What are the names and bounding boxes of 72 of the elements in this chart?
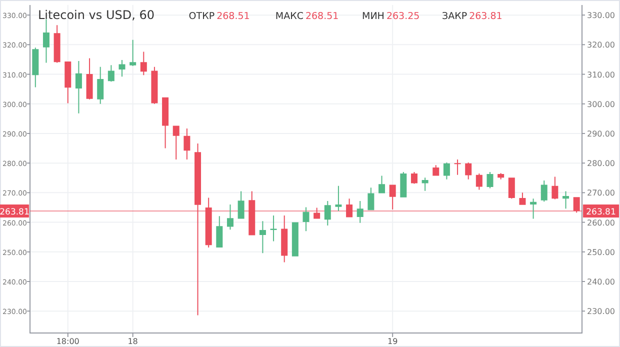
y2-tick-label: 330.00 [587,11,615,20]
candlestick [476,173,482,190]
y2-tick-label: 280.00 [587,159,615,168]
candlestick [248,191,256,236]
y2-tick-label: 320.00 [587,40,615,50]
y2-tick-label: 310.00 [587,70,615,80]
candlestick [400,172,407,198]
candlestick [64,62,72,104]
candlestick [140,52,147,76]
candlestick [498,173,504,180]
candlestick [346,198,353,218]
annotation: ЗАКР 263.81 [442,11,502,22]
candlestick [226,204,234,230]
candlestick [281,215,288,262]
candlestick [410,172,418,184]
annotation: МИН 263.25 [362,11,420,22]
candlestick [432,165,440,176]
candlestick [389,184,396,210]
x-tick-label: 18 [128,337,138,346]
candlestick [151,66,158,104]
annotation: ОТКР 268.51 [188,11,250,22]
y2-tick-label: 300.00 [587,100,615,109]
candlestick [259,221,266,254]
candlestick [184,128,190,160]
candlestick [540,180,548,202]
candlestick [562,191,570,209]
candlestick [118,60,126,77]
candlestick [335,186,342,212]
candlestick [42,19,50,63]
candlestick [86,58,93,100]
candlestick [97,66,104,104]
candlestick [356,200,364,223]
candlestick [108,65,114,82]
candlestick [270,215,277,242]
candlestick [32,48,39,88]
candlestick [130,40,136,66]
y2-tick-label: 290.00 [587,129,615,138]
candlestick [552,176,558,200]
ref-line-label: 263.81 [0,208,30,218]
chart-title: Litecoin vs USD, 60 [38,8,155,22]
candlestick [75,60,82,114]
candlestick [486,172,494,188]
x-tick-label: 19 [387,337,398,346]
y2-tick-label: 250.00 [587,248,615,257]
y2-tick-label: 260.00 [587,218,615,228]
candlestick [238,191,244,219]
candlestick [519,192,526,205]
text: 263.81 [586,208,616,218]
candlestick [205,198,212,248]
x-tick-label: 18:00 [56,337,80,346]
candlestick [368,188,374,210]
candlestick [54,25,60,63]
candlestick [314,208,320,219]
candlestick [194,144,202,316]
candlestick [162,97,169,148]
candlestick [172,126,180,160]
candlestick [302,207,310,232]
candlestick [216,216,223,248]
y2-tick-label: 270.00 [587,188,615,198]
candlestick [324,200,331,226]
candlestick [465,162,472,180]
candlestick [378,176,386,194]
candlestick [573,197,580,213]
candlestick [530,198,537,219]
candlestick [454,160,461,175]
annotation: МАКС 268.51 [275,11,339,22]
candlestick [443,162,450,180]
y2-tick-label: 240.00 [587,277,615,286]
candlestick [292,222,298,256]
candlestick [422,178,428,191]
candlestick [508,178,515,199]
y2-tick-label: 230.00 [587,307,615,316]
